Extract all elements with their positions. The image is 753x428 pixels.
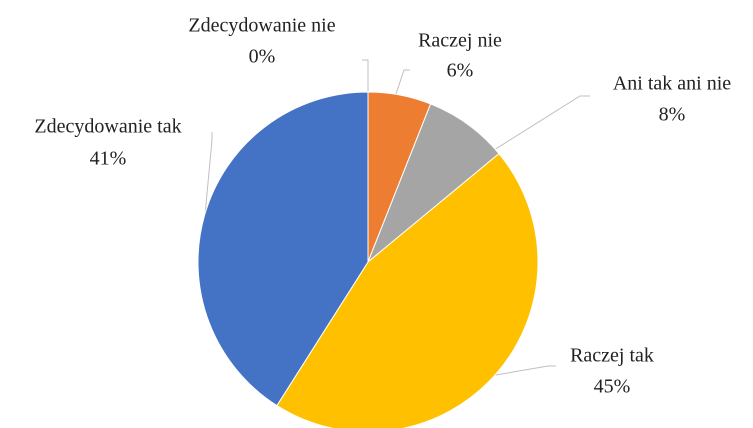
- data-label-value: 6%: [447, 60, 474, 82]
- data-label-value: 41%: [90, 148, 127, 170]
- leader-line: [362, 59, 369, 92]
- data-label-name: Zdecydowanie tak: [34, 116, 181, 138]
- pie-slice: [276, 152, 539, 428]
- data-label-name: Zdecydowanie nie: [188, 15, 335, 37]
- data-label-value: 0%: [249, 46, 276, 68]
- pie-slice: [197, 91, 369, 407]
- leader-line: [204, 132, 213, 216]
- data-label-name: Raczej nie: [418, 30, 502, 52]
- data-label-name: Ani tak ani nie: [613, 73, 731, 95]
- leader-lines: [204, 59, 590, 377]
- leader-line: [489, 365, 556, 377]
- data-label-name: Raczej tak: [570, 345, 654, 367]
- leader-line: [395, 69, 410, 95]
- leader-line: [493, 95, 590, 151]
- data-label-value: 8%: [659, 104, 686, 126]
- data-label-value: 45%: [594, 376, 631, 398]
